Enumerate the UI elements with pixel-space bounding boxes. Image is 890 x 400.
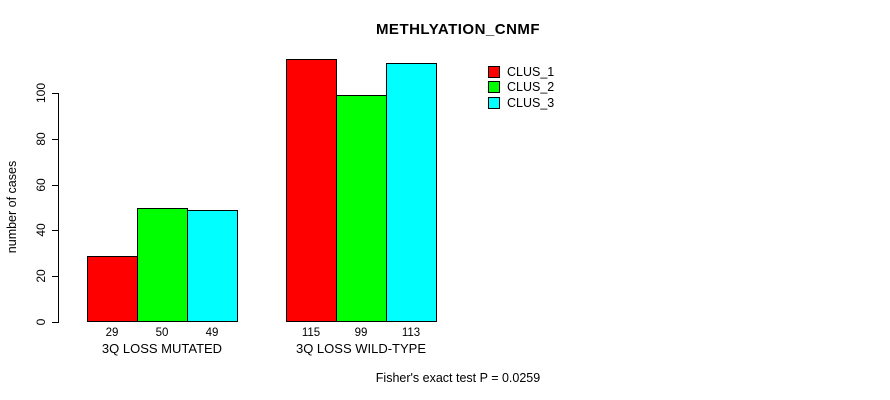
legend-item-clus_1: CLUS_1 — [488, 64, 554, 80]
legend-swatch — [488, 65, 500, 78]
y-axis-title: number of cases — [5, 160, 19, 254]
category-label: 3Q LOSS MUTATED — [101, 341, 223, 356]
legend: CLUS_1 CLUS_2 CLUS_3 — [488, 64, 554, 111]
y-tick-label: 40 — [34, 223, 48, 238]
y-tick — [52, 230, 58, 232]
bar-value-label: 99 — [354, 327, 368, 339]
y-tick-label: 80 — [34, 132, 48, 146]
y-tick-label: 0 — [34, 318, 48, 326]
bar-clus_1-group1 — [87, 255, 138, 322]
bar-value-label: 49 — [205, 327, 219, 339]
y-tick — [52, 276, 58, 278]
y-tick — [52, 184, 58, 186]
legend-swatch — [488, 96, 500, 109]
y-tick — [52, 138, 58, 140]
y-tick-label: 20 — [34, 269, 48, 283]
bar-clus_3-group1 — [187, 209, 238, 322]
bar-clus_2-group2 — [336, 95, 387, 322]
y-tick — [52, 322, 58, 323]
bar-value-label: 113 — [401, 327, 421, 339]
legend-swatch — [488, 81, 500, 94]
chart-title: METHLYATION_CNMF — [375, 21, 541, 38]
y-tick-label: 60 — [34, 177, 48, 192]
category-label: 3Q LOSS WILD-TYPE — [295, 341, 427, 356]
legend-label: CLUS_1 — [507, 64, 555, 79]
y-tick — [52, 93, 58, 94]
y-axis-line — [58, 93, 59, 323]
bar-value-label: 29 — [105, 327, 119, 339]
legend-item-clus_3: CLUS_3 — [488, 95, 554, 111]
bar-value-label: 50 — [155, 327, 169, 339]
legend-item-clus_2: CLUS_2 — [488, 80, 554, 96]
bar-value-label: 115 — [301, 327, 321, 339]
legend-label: CLUS_3 — [507, 95, 555, 110]
pvalue-annotation: Fisher's exact test P = 0.0259 — [375, 371, 541, 385]
y-tick-label: 100 — [34, 82, 48, 104]
legend-label: CLUS_2 — [507, 80, 555, 95]
bar-clus_3-group2 — [386, 63, 437, 322]
bar-clus_1-group2 — [286, 58, 337, 322]
bar-clus_2-group1 — [137, 207, 188, 322]
